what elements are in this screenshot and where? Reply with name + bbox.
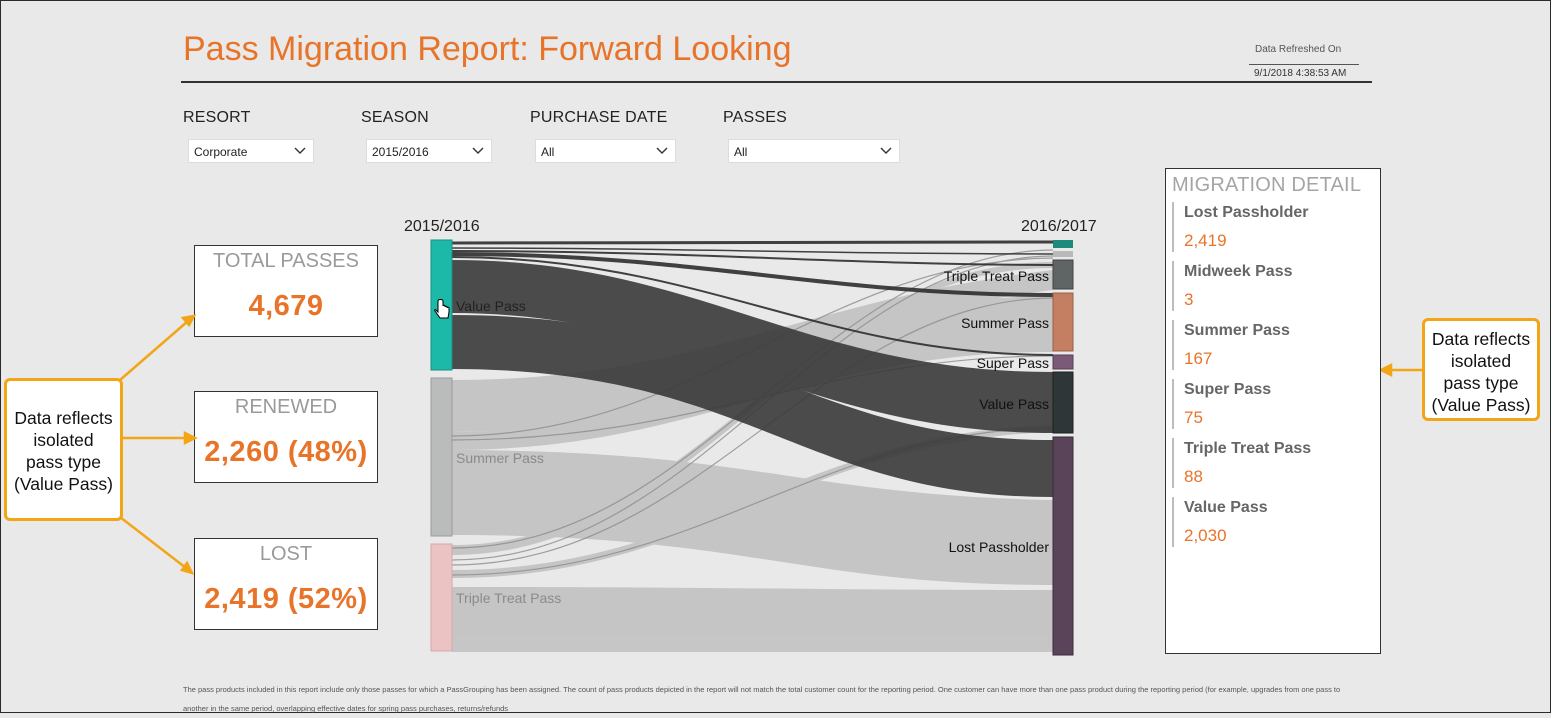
kpi-label: RENEWED [234,396,338,418]
chevron-down-icon [294,147,306,154]
migration-detail-heading: MIGRATION DETAIL [1172,174,1362,196]
node-label: Value Pass [456,298,526,314]
callout-line: isolated [1450,351,1512,371]
detail-name: Midweek Pass [1184,263,1293,280]
passes-dropdown[interactable]: All [728,139,900,163]
node-right-triple-treat-pass[interactable] [1052,259,1074,290]
migration-detail-item: Summer Pass 167 [1172,320,1364,370]
detail-name: Value Pass [1184,499,1268,516]
migration-detail-panel: MIGRATION DETAIL Lost Passholder 2,419 M… [1165,168,1381,654]
chevron-down-icon [880,147,892,154]
detail-value: 75 [1184,408,1203,427]
node-right-summer-pass[interactable] [1052,292,1074,352]
purchase-date-filter-label: PURCHASE DATE [530,109,668,126]
chevron-down-icon [472,147,484,154]
node-right-value-pass[interactable] [1052,371,1074,434]
hand-cursor-icon [434,299,450,319]
kpi-total-passes: TOTAL PASSES 4,679 [194,245,378,337]
node-left-summer-pass[interactable] [430,377,453,537]
callout-line: Data reflects [14,408,113,428]
detail-value: 3 [1184,290,1194,309]
node-right-lost-passholder[interactable] [1052,436,1074,656]
season-dropdown-value: 2015/2016 [372,145,429,159]
kpi-value: 2,260 (48%) [204,436,368,468]
page-title: Pass Migration Report: Forward Looking [183,30,792,68]
migration-detail-item: Super Pass 75 [1172,379,1364,429]
callout-line: isolated [33,430,94,450]
season-filter-label: SEASON [361,109,429,126]
sankey-left-header: 2015/2016 [404,218,480,235]
detail-value: 2,030 [1184,526,1227,545]
kpi-label: LOST [259,543,313,565]
kpi-lost: LOST 2,419 (52%) [194,538,378,630]
node-label: Lost Passholder [949,539,1050,555]
report-footnote: The pass products included in this repor… [183,685,1341,713]
node-label: Triple Treat Pass [944,268,1049,284]
title-divider [181,81,1372,83]
left-annotation-callout: Data reflects isolated pass type (Value … [4,378,123,521]
node-label: Summer Pass [456,450,544,466]
detail-name: Lost Passholder [1184,204,1309,221]
node-left-triple-treat-pass[interactable] [430,543,453,652]
chevron-down-icon [656,147,668,154]
passes-dropdown-value: All [734,145,748,159]
callout-line: (Value Pass) [1431,395,1531,415]
node-label: Summer Pass [961,315,1049,331]
node-right-grey[interactable] [1053,251,1073,257]
purchase-date-dropdown[interactable]: All [535,139,676,163]
detail-name: Triple Treat Pass [1184,440,1312,457]
season-dropdown[interactable]: 2015/2016 [366,139,492,163]
kpi-value: 4,679 [248,290,324,322]
sankey-right-header: 2016/2017 [1021,218,1097,235]
node-right-teal[interactable] [1053,240,1073,248]
node-label: Triple Treat Pass [456,590,561,606]
purchase-date-dropdown-value: All [541,145,555,159]
detail-value: 167 [1184,349,1213,368]
detail-name: Super Pass [1184,381,1272,398]
kpi-value: 2,419 (52%) [204,583,368,615]
migration-detail-item: Lost Passholder 2,419 [1172,202,1364,252]
kpi-renewed: RENEWED 2,260 (48%) [194,391,378,483]
passes-filter-label: PASSES [723,109,788,126]
node-label: Value Pass [979,396,1049,412]
sankey-value-pass-flows [452,260,1053,497]
migration-detail-item: Midweek Pass 3 [1172,261,1364,311]
sankey-value-pass-thin-flows [451,240,1054,356]
callout-line: (Value Pass) [14,474,113,494]
resort-filter-label: RESORT [183,109,251,126]
refresh-timestamp: 9/1/2018 4:38:53 AM [1254,68,1347,79]
kpi-label: TOTAL PASSES [213,250,359,272]
detail-value: 2,419 [1184,231,1227,250]
callout-line: Data reflects [1431,329,1531,349]
callout-line: pass type [1443,373,1519,393]
refresh-divider [1249,64,1359,65]
node-right-super-pass[interactable] [1052,354,1074,370]
resort-dropdown-value: Corporate [194,145,248,159]
migration-detail-item: Triple Treat Pass 88 [1172,438,1364,488]
refresh-label: Data Refreshed On [1255,44,1342,55]
right-annotation-callout: Data reflects isolated pass type (Value … [1422,318,1540,421]
migration-detail-item: Value Pass 2,030 [1172,497,1364,547]
resort-dropdown[interactable]: Corporate [188,139,314,163]
callout-line: pass type [26,452,101,472]
node-label: Super Pass [977,355,1049,371]
detail-value: 88 [1184,467,1203,486]
detail-name: Summer Pass [1184,322,1290,339]
